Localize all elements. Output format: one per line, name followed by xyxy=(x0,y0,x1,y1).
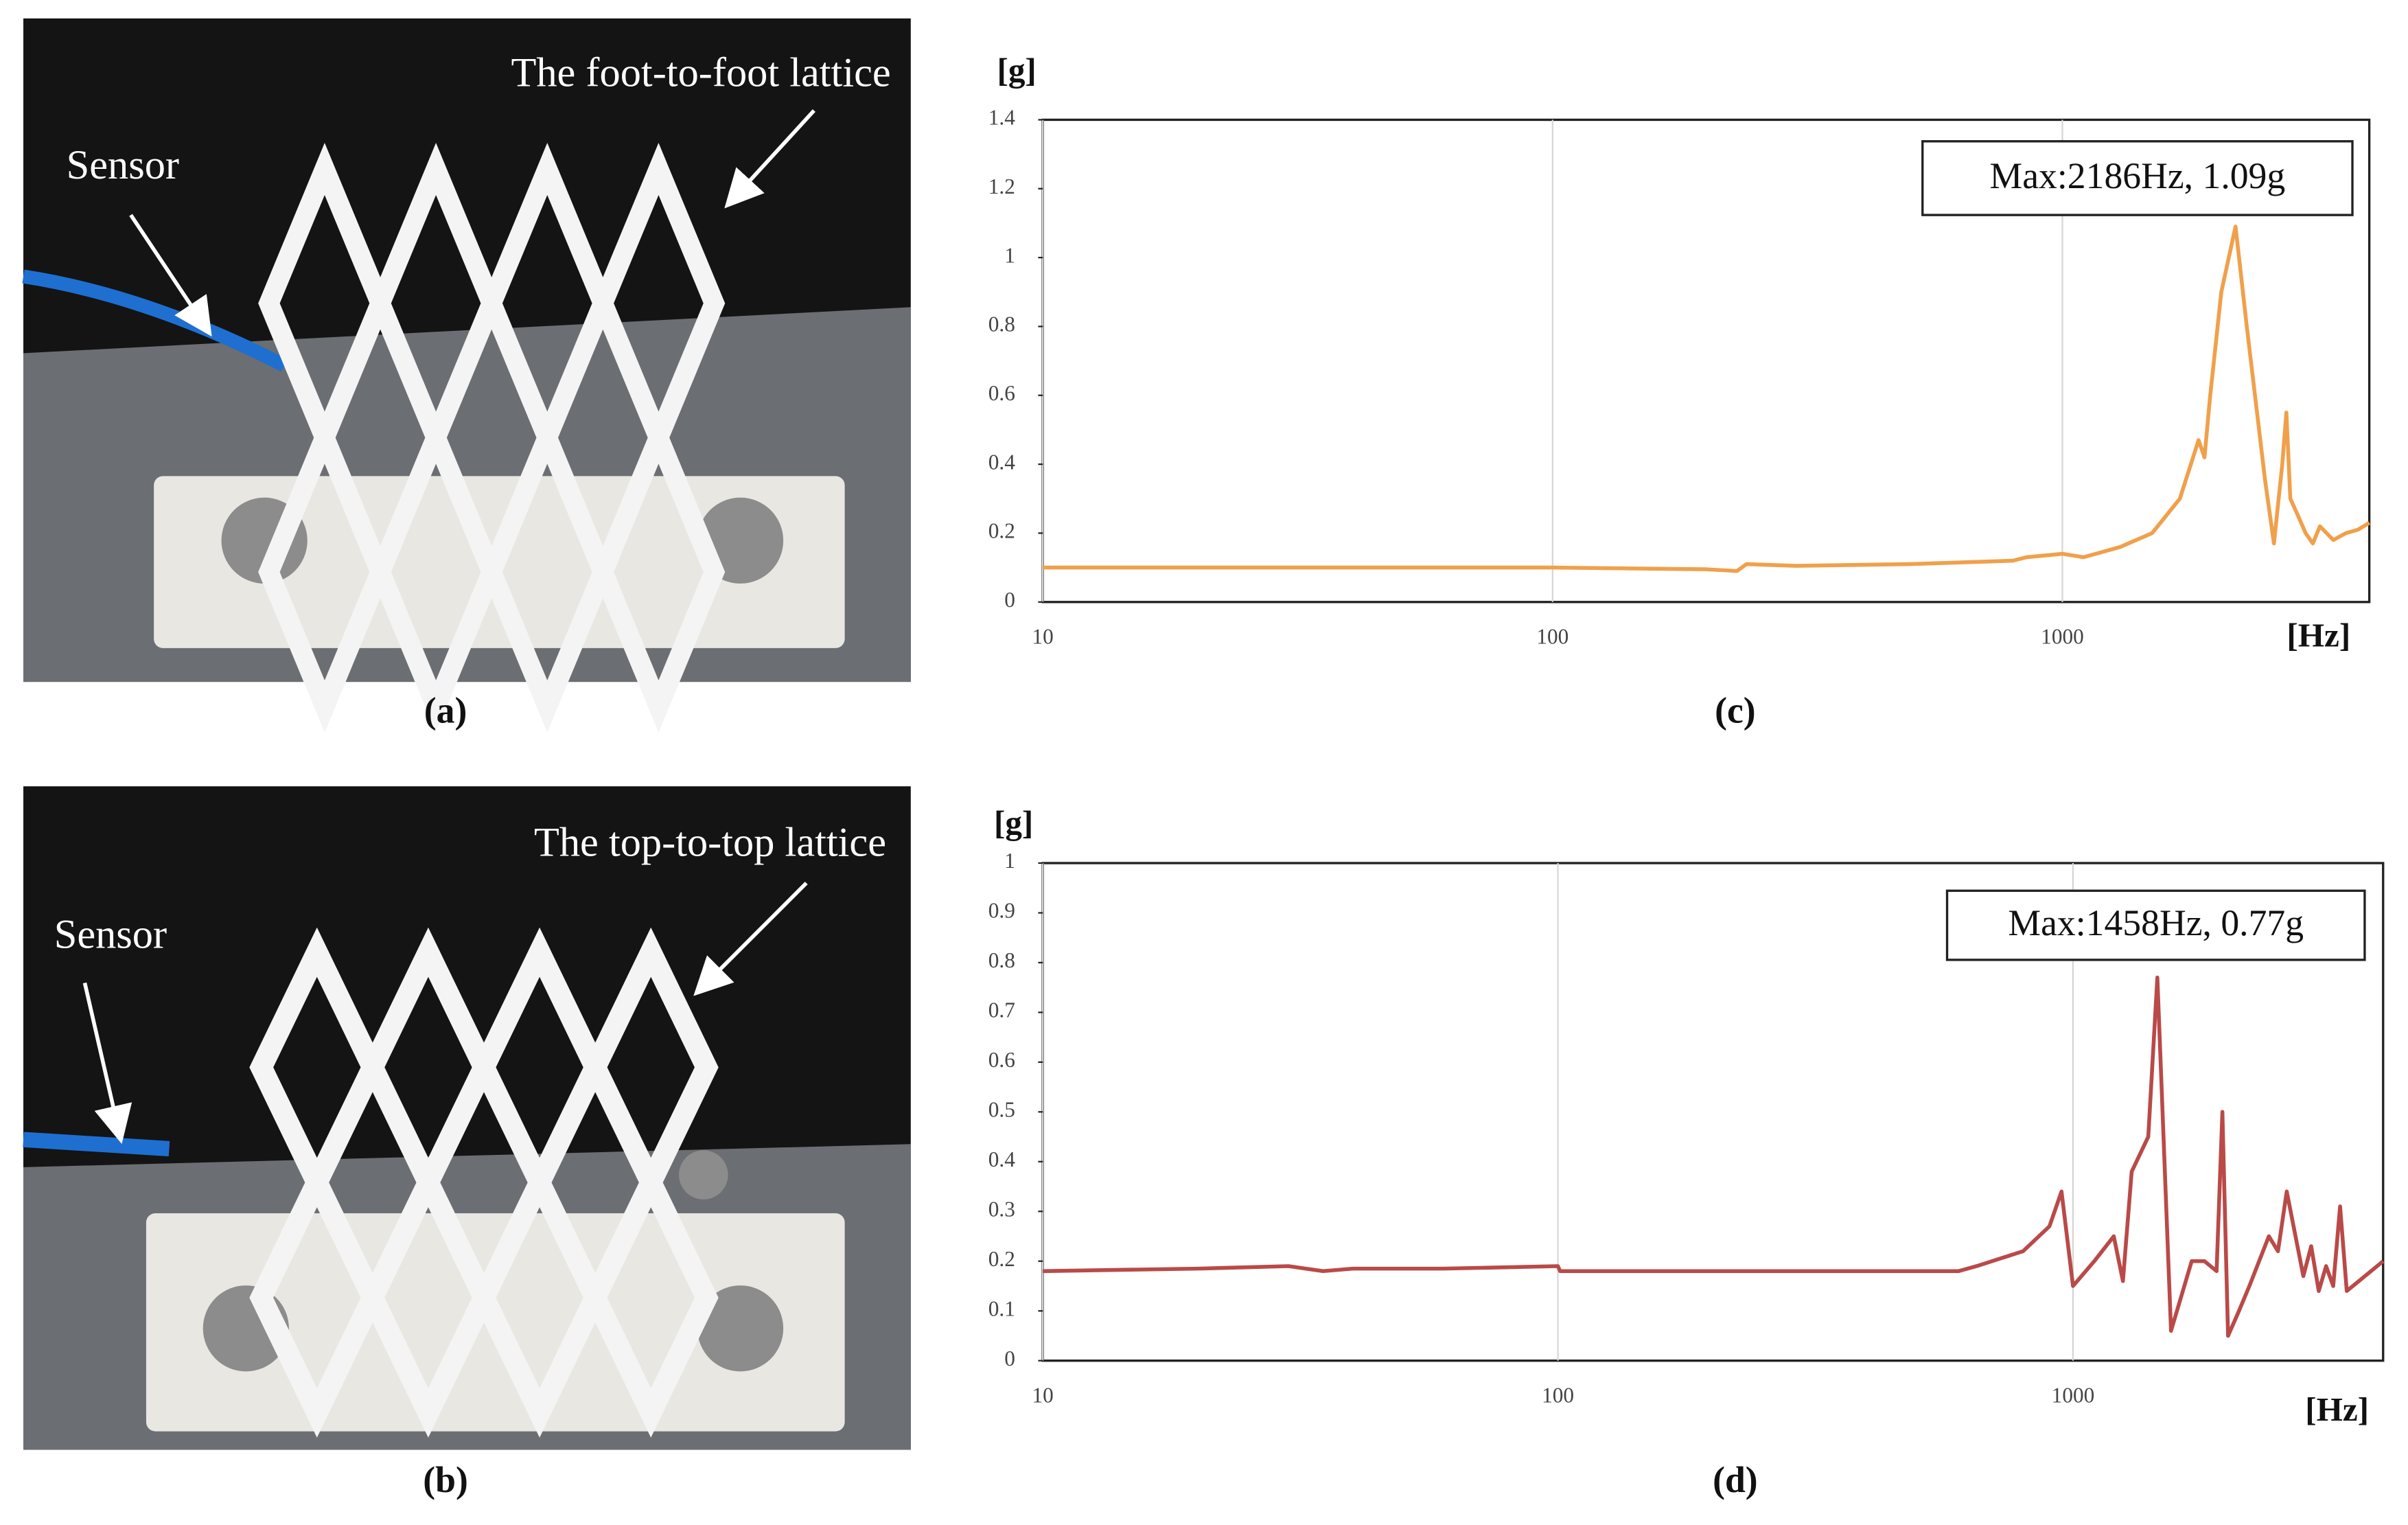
y-tick-label: 0.2 xyxy=(988,519,1015,543)
data-line xyxy=(1043,225,2371,573)
y-tick-label: 0.4 xyxy=(988,1147,1015,1171)
y-tick-label: 1.4 xyxy=(988,106,1015,130)
x-tick-label: 10 xyxy=(1032,625,1054,649)
photo-b: Sensor The top-to-top lattice xyxy=(23,786,911,1450)
y-tick-label: 0.6 xyxy=(988,1048,1015,1072)
y-tick-label: 0 xyxy=(1004,1346,1015,1371)
y-tick-label: 0 xyxy=(1004,588,1015,612)
x-tick-label: 100 xyxy=(1536,625,1568,649)
lattice-cell xyxy=(481,411,614,733)
lattice-cell xyxy=(249,1158,385,1438)
photo-a: Sensor The foot-to-foot lattice xyxy=(22,18,911,733)
x-tick-label: 10 xyxy=(1032,1384,1054,1408)
lattice-cell xyxy=(369,411,502,733)
lattice-cell xyxy=(360,1158,496,1438)
x-axis-label: [Hz] xyxy=(2305,1390,2369,1428)
panel-caption: (a) xyxy=(424,689,467,731)
y-tick-label: 0.9 xyxy=(988,899,1015,923)
y-tick-label: 0.5 xyxy=(988,1098,1015,1122)
data-line xyxy=(1043,975,2385,1338)
y-tick-label: 1 xyxy=(1004,849,1015,873)
x-axis-label: [Hz] xyxy=(2287,617,2350,654)
panel-caption: (c) xyxy=(1715,689,1756,731)
panel-caption: (b) xyxy=(423,1459,468,1500)
x-tick-label: 1000 xyxy=(2052,1384,2095,1408)
photo-label: Sensor xyxy=(54,911,167,957)
y-axis-label: [g] xyxy=(994,804,1033,842)
y-tick-label: 0.2 xyxy=(988,1247,1015,1271)
annotation-box xyxy=(1921,140,2354,216)
photo-label: Sensor xyxy=(67,142,179,188)
annotation-box xyxy=(1945,889,2366,961)
y-tick-label: 0.4 xyxy=(988,450,1015,474)
y-tick-label: 1 xyxy=(1004,243,1015,267)
lattice-cell xyxy=(472,1158,607,1438)
x-tick-label: 100 xyxy=(1542,1384,1574,1408)
y-tick-label: 1.2 xyxy=(988,174,1015,198)
lattice-cell xyxy=(583,1158,719,1438)
lattice-cell xyxy=(258,411,391,733)
y-tick-label: 0.3 xyxy=(988,1197,1015,1221)
y-tick-label: 0.1 xyxy=(988,1296,1015,1320)
photo-label: The foot-to-foot lattice xyxy=(511,50,890,96)
x-tick-label: 1000 xyxy=(2041,625,2084,649)
y-tick-label: 0.6 xyxy=(988,381,1015,405)
annotation: Max:1458Hz, 0.77g xyxy=(2008,902,2304,943)
y-tick-label: 0.8 xyxy=(988,948,1015,972)
y-tick-label: 0.8 xyxy=(988,312,1015,336)
y-axis-label: [g] xyxy=(997,51,1036,89)
photo-label: The top-to-top lattice xyxy=(534,819,886,865)
lattice-cell xyxy=(592,411,726,733)
y-tick-label: 0.7 xyxy=(988,998,1015,1022)
annotation: Max:2186Hz, 1.09g xyxy=(1990,155,2286,196)
panel-caption: (d) xyxy=(1713,1459,1758,1500)
